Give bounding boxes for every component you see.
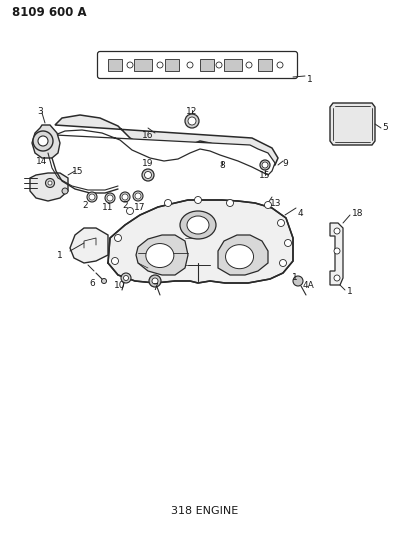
Circle shape	[260, 160, 270, 170]
Circle shape	[145, 172, 152, 179]
Circle shape	[46, 179, 55, 188]
Bar	[108, 59, 122, 71]
Circle shape	[265, 201, 272, 208]
Text: 15: 15	[72, 166, 84, 175]
Circle shape	[334, 275, 340, 281]
Circle shape	[187, 62, 193, 68]
Text: 19: 19	[142, 158, 154, 167]
Circle shape	[102, 279, 106, 284]
Text: 3: 3	[37, 107, 43, 116]
Circle shape	[152, 278, 158, 284]
Text: 8109 600 A: 8109 600 A	[12, 6, 87, 20]
Circle shape	[216, 62, 222, 68]
Polygon shape	[55, 115, 278, 168]
Text: 12: 12	[186, 107, 198, 116]
Circle shape	[246, 62, 252, 68]
Circle shape	[111, 257, 118, 264]
Circle shape	[157, 62, 163, 68]
Circle shape	[38, 136, 48, 146]
Text: 1: 1	[347, 287, 353, 295]
Text: 4: 4	[297, 208, 303, 217]
Text: 2: 2	[122, 201, 128, 211]
Text: 2: 2	[82, 200, 88, 209]
Text: 1: 1	[307, 76, 313, 85]
Text: 18: 18	[352, 208, 364, 217]
Bar	[200, 59, 214, 71]
Text: 16: 16	[142, 131, 154, 140]
Text: 8: 8	[219, 160, 225, 169]
Circle shape	[277, 220, 284, 227]
Circle shape	[284, 239, 291, 246]
Polygon shape	[55, 130, 275, 175]
Circle shape	[48, 181, 52, 185]
Text: 17: 17	[134, 204, 146, 213]
Circle shape	[334, 228, 340, 234]
Text: 318 ENGINE: 318 ENGINE	[171, 506, 239, 516]
Circle shape	[164, 199, 171, 206]
Circle shape	[87, 192, 97, 202]
Polygon shape	[70, 228, 108, 263]
Text: 15: 15	[259, 171, 271, 180]
Circle shape	[115, 235, 122, 241]
Circle shape	[135, 193, 141, 199]
Circle shape	[33, 131, 53, 151]
Circle shape	[127, 207, 134, 214]
Text: 13: 13	[270, 198, 282, 207]
Circle shape	[149, 275, 161, 287]
Text: 1: 1	[57, 251, 63, 260]
Circle shape	[142, 169, 154, 181]
Circle shape	[107, 195, 113, 201]
Circle shape	[262, 162, 268, 168]
Bar	[134, 59, 152, 71]
Text: 4A: 4A	[302, 280, 314, 289]
Polygon shape	[136, 235, 188, 275]
Bar	[258, 59, 272, 71]
Circle shape	[188, 117, 196, 125]
Text: 9: 9	[282, 158, 288, 167]
Polygon shape	[30, 173, 68, 201]
Text: 6: 6	[89, 279, 95, 287]
Circle shape	[226, 199, 233, 206]
Polygon shape	[32, 125, 60, 158]
Ellipse shape	[180, 211, 216, 239]
Circle shape	[122, 194, 128, 200]
Circle shape	[89, 194, 95, 200]
Circle shape	[277, 62, 283, 68]
Circle shape	[279, 260, 286, 266]
Circle shape	[105, 193, 115, 203]
Circle shape	[194, 197, 201, 204]
Circle shape	[185, 114, 199, 128]
Ellipse shape	[187, 216, 209, 234]
Circle shape	[121, 273, 131, 283]
Text: 14: 14	[36, 157, 48, 166]
Bar	[224, 59, 242, 71]
Bar	[165, 59, 179, 71]
Text: 5: 5	[382, 124, 388, 133]
Text: 7: 7	[152, 284, 158, 293]
Circle shape	[62, 188, 68, 194]
Polygon shape	[330, 103, 375, 145]
Circle shape	[127, 62, 133, 68]
Ellipse shape	[146, 244, 174, 268]
Polygon shape	[108, 200, 293, 283]
Text: 1: 1	[292, 272, 298, 281]
Text: 11: 11	[102, 204, 114, 213]
Text: 10: 10	[114, 280, 126, 289]
Circle shape	[334, 248, 340, 254]
Polygon shape	[218, 235, 268, 275]
Circle shape	[123, 276, 129, 280]
Ellipse shape	[226, 245, 254, 269]
Polygon shape	[330, 223, 343, 285]
FancyBboxPatch shape	[97, 52, 298, 78]
Circle shape	[293, 276, 303, 286]
Circle shape	[120, 192, 130, 202]
Circle shape	[133, 191, 143, 201]
